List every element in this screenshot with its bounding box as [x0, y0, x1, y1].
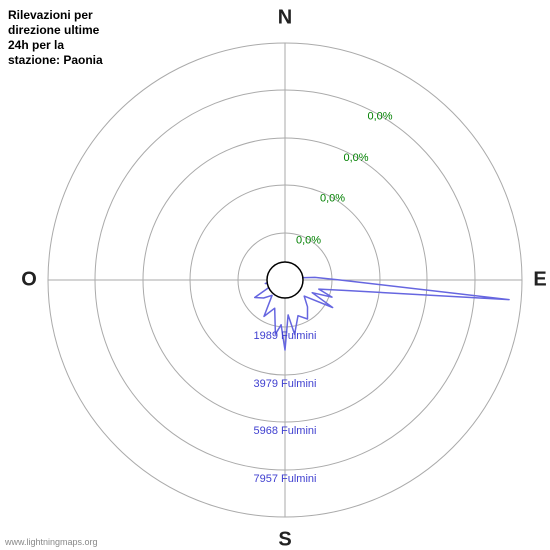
ring-label-percent: 0,0% [343, 152, 368, 164]
ring-label-count: 1989 Fulmini [254, 330, 317, 342]
ring-label-count: 3979 Fulmini [254, 378, 317, 390]
footer-attribution: www.lightningmaps.org [5, 537, 98, 547]
polar-chart: 0,0% 0,0% 0,0% 0,0% 1989 Fulmini 3979 Fulmini… [0, 0, 550, 550]
center-hole [267, 262, 303, 298]
ring-label-count: 5968 Fulmini [254, 425, 317, 437]
compass-label: N [278, 6, 292, 28]
compass-label: O [21, 268, 37, 290]
compass-label: S [278, 528, 291, 550]
ring-label-percent: 0,0% [320, 193, 345, 205]
ring-label-count: 7957 Fulmini [254, 473, 317, 485]
ring-label-percent: 0,0% [367, 110, 392, 122]
compass-label: E [533, 268, 546, 290]
ring-label-percent: 0,0% [296, 234, 321, 246]
